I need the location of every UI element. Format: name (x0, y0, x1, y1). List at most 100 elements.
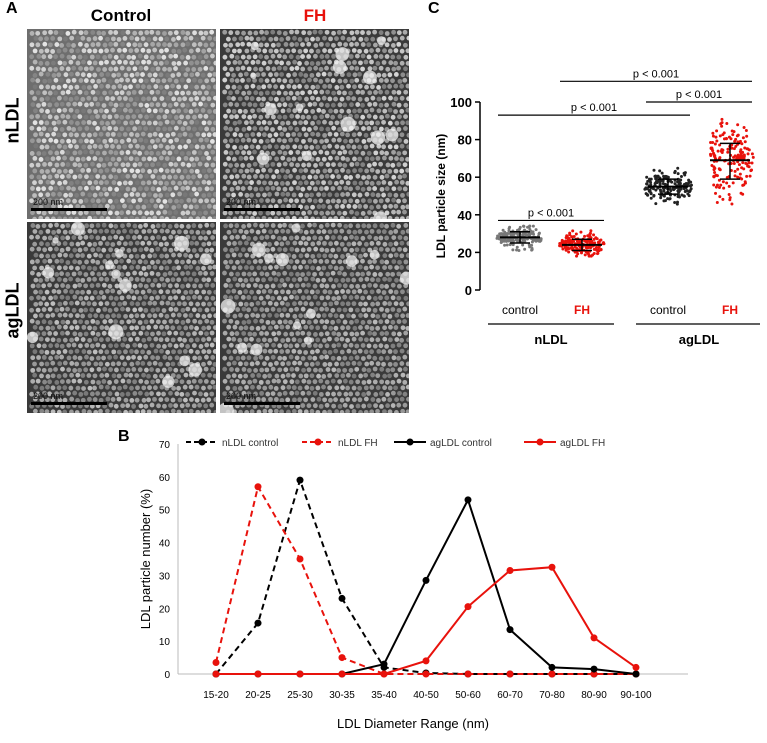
particle (250, 373, 256, 378)
particle (391, 89, 397, 95)
particle (397, 235, 403, 240)
particle (156, 403, 161, 409)
particle (119, 235, 124, 241)
particle (147, 169, 152, 174)
particle (144, 186, 149, 192)
particle (179, 54, 185, 60)
particle (29, 162, 35, 168)
particle (32, 84, 38, 90)
particle (197, 223, 203, 229)
particle (173, 162, 179, 168)
particle (246, 223, 252, 228)
particle (185, 174, 191, 180)
particle (104, 349, 110, 355)
data-point (683, 171, 687, 175)
particle (247, 247, 253, 252)
particle (36, 246, 42, 252)
particle (346, 348, 352, 354)
particle (50, 36, 56, 41)
particle (108, 402, 114, 408)
particle (390, 222, 396, 228)
particle (267, 337, 273, 343)
particle (116, 361, 122, 367)
particle (141, 337, 147, 343)
particle (310, 204, 315, 210)
particle (313, 43, 319, 48)
particle (330, 102, 336, 108)
particle (53, 331, 59, 336)
particle (267, 83, 272, 89)
particle (385, 391, 390, 397)
particle (158, 193, 164, 198)
particle (273, 48, 279, 54)
particle (297, 144, 303, 150)
particle (153, 348, 159, 354)
particle (60, 235, 66, 241)
particle (396, 223, 402, 229)
particle (108, 90, 114, 95)
particle (343, 331, 348, 337)
particle (249, 192, 254, 198)
particle (56, 108, 62, 113)
particle (192, 30, 197, 36)
particle (369, 48, 374, 53)
aggregate (250, 41, 259, 51)
particle (185, 185, 191, 191)
particle (366, 379, 372, 385)
particle (80, 168, 86, 173)
particle (102, 319, 108, 325)
particle (29, 114, 35, 120)
particle (291, 215, 297, 219)
particle (167, 30, 173, 36)
particle (147, 253, 153, 259)
particle (113, 102, 119, 108)
particle (152, 131, 158, 137)
aggregate (399, 271, 409, 285)
particle (310, 120, 315, 126)
particle (249, 265, 255, 271)
particle (69, 289, 74, 295)
particle (38, 215, 44, 219)
data-point (654, 188, 658, 192)
particle (297, 288, 303, 294)
particle (315, 144, 321, 150)
series-marker (254, 483, 262, 491)
particle (158, 312, 164, 318)
particle (30, 378, 36, 384)
particle (309, 385, 315, 391)
particle (354, 198, 360, 204)
data-point (523, 247, 527, 251)
particle (237, 108, 243, 114)
particle (405, 167, 409, 173)
particle (57, 252, 63, 258)
particle (113, 54, 119, 60)
particle (41, 223, 47, 229)
particle (313, 210, 319, 216)
particle (155, 223, 161, 229)
particle (161, 367, 167, 373)
particle (394, 277, 399, 283)
particle (244, 313, 250, 319)
particle (250, 60, 256, 65)
particle (134, 156, 140, 162)
particle (336, 356, 342, 361)
particle (188, 253, 194, 259)
particle (213, 144, 216, 150)
particle (261, 60, 267, 66)
particle (328, 301, 334, 307)
particle (372, 379, 378, 385)
data-point (678, 181, 682, 185)
particle (83, 66, 89, 72)
particle (336, 391, 342, 397)
particle (42, 41, 48, 47)
particle (309, 409, 315, 413)
particle (86, 85, 92, 90)
particle (252, 54, 258, 60)
particle (87, 265, 92, 271)
particle (167, 91, 173, 96)
particle (45, 109, 50, 114)
particle (231, 252, 237, 258)
particle (36, 138, 42, 144)
particle (210, 198, 216, 203)
particle (249, 361, 255, 367)
